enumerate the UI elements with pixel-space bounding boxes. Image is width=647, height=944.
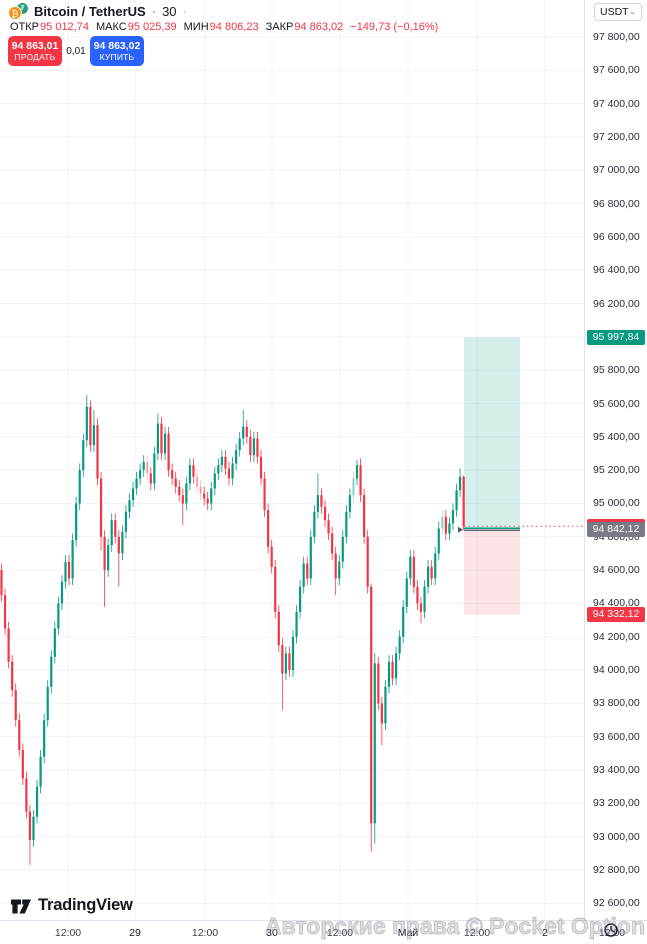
time-axis[interactable]: 12:00 29 12:00 30 12:00 Май 12:00 2 12:00 [0,920,647,944]
price-tick-label: 97 200,00 [593,130,640,143]
price-tick-label: 94 200,00 [593,630,640,643]
price-tick-label: 97 600,00 [593,64,640,77]
time-label-day: 29 [129,927,141,939]
price-tick-label: 97 000,00 [593,164,640,177]
price-tick-label: 93 000,00 [593,830,640,843]
buy-button[interactable]: 94 863,02 КУПИТЬ [90,36,144,66]
symbol-title[interactable]: Bitcoin / TetherUS [34,4,146,19]
price-tick-label: 95 600,00 [593,397,640,410]
time-label: 12:00 [326,927,354,939]
long-position-tool[interactable] [458,337,520,615]
high-label: МАКС [95,21,127,33]
price-tick-label: 96 600,00 [593,230,640,243]
price-tick-label: 94 600,00 [593,564,640,577]
trade-panel: 94 863,01 ПРОДАТЬ 0,01 94 863,02 КУПИТЬ [8,36,144,66]
time-label-day: Май [397,927,419,939]
price-axis[interactable]: 97 800,00 97 600,00 97 400,00 97 200,00 97 0… [584,0,647,920]
buy-label: КУПИТЬ [99,52,135,62]
target-price-tag: 95 997,84 [587,329,645,345]
high-value: 95 025,39 [127,21,177,33]
tradingview-logo-icon [11,899,31,914]
price-tick-label: 93 600,00 [593,730,640,743]
time-label-day: 30 [266,927,278,939]
chevron-down-icon: ⌄ [629,7,636,16]
open-value: 95 012,74 [40,21,89,33]
grid-lines [0,0,584,920]
interval-value[interactable]: 30 [162,4,177,19]
price-tick-label: 96 400,00 [593,264,640,277]
price-tick-label: 92 600,00 [593,897,640,910]
price-tick-label: 93 200,00 [593,797,640,810]
tradingview-logo[interactable]: TradingView [10,896,133,915]
price-tick-label: 96 200,00 [593,297,640,310]
price-tick-label: 93 400,00 [593,764,640,777]
currency-selector[interactable]: USDT ⌄ [594,3,642,21]
pair-logo-icon: ₮ ₿ [8,3,28,20]
bitcoin-logo-icon: ₿ [8,6,22,20]
price-tick-label: 96 800,00 [593,197,640,210]
tradingview-logo-text: TradingView [38,896,133,914]
sell-button[interactable]: 94 863,01 ПРОДАТЬ [8,36,62,66]
price-tick-label: 93 800,00 [593,697,640,710]
currency-value: USDT [600,6,629,18]
buy-price: 94 863,02 [93,40,141,52]
change-value: −149,73 (−0,16%) [350,21,439,33]
price-tick-label: 97 400,00 [593,97,640,110]
entry-price-tag: 94 842,12 [587,522,645,538]
price-tick-label: 95 400,00 [593,430,640,443]
price-tick-label: 94 400,00 [593,597,640,610]
clock-icon[interactable] [603,922,619,938]
tether-logo-icon: ₮ [17,3,28,14]
title-trailing-dot: · [182,4,187,19]
price-tick-label: 95 000,00 [593,497,640,510]
low-value: 94 806,23 [209,21,259,33]
spread-value: 0,01 [66,45,86,57]
candles [0,395,465,866]
price-tick-label: 94 000,00 [593,664,640,677]
profit-zone[interactable] [464,337,520,530]
open-label: ОТКР [10,21,40,33]
symbol-header: ₮ ₿ Bitcoin / TetherUS · 30 · [8,3,187,20]
sell-label: ПРОДАТЬ [14,52,56,62]
time-label-day: 2 [542,927,548,939]
sell-price: 94 863,01 [11,40,59,52]
close-label: ЗАКР [265,21,294,33]
loss-zone[interactable] [464,530,520,615]
entry-handle-icon[interactable] [458,526,463,533]
price-tick-label: 95 200,00 [593,464,640,477]
low-label: МИН [183,21,209,33]
title-separator: · [151,4,157,19]
price-tick-label: 95 800,00 [593,364,640,377]
ohlc-readout: ОТКР95 012,74 МАКС95 025,39 МИН94 806,23… [10,21,438,33]
price-chart[interactable] [0,0,584,920]
close-value: 94 863,02 [294,21,344,33]
price-tick-label: 97 800,00 [593,31,640,43]
time-label: 12:00 [463,927,491,939]
stop-price-tag: 94 332,12 [587,607,645,623]
time-label: 12:00 [54,927,82,939]
time-label: 12:00 [191,927,219,939]
price-tick-label: 92 800,00 [593,864,640,876]
